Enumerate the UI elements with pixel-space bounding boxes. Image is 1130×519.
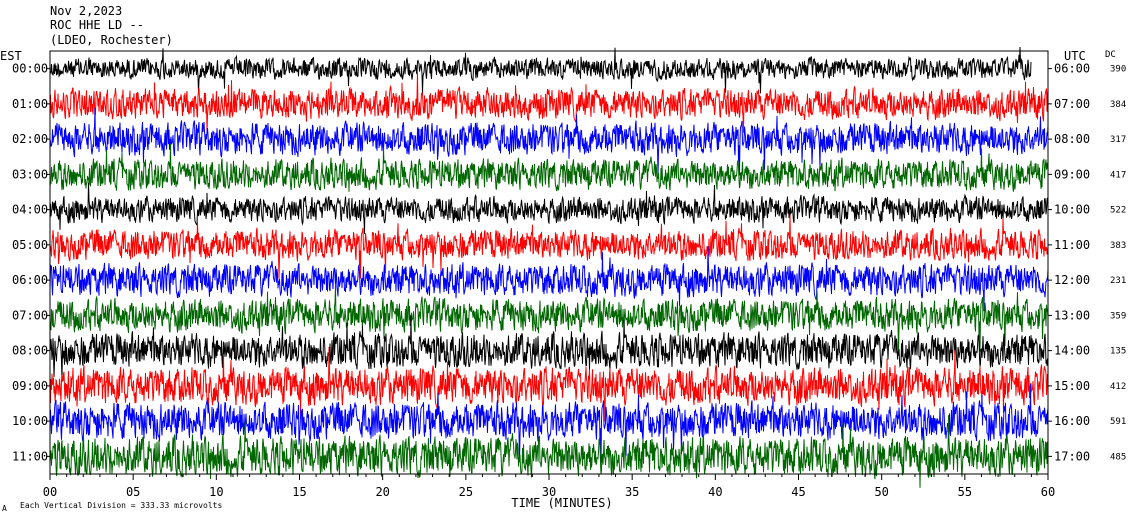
dc-value: 417 — [1110, 170, 1126, 180]
dc-value: 522 — [1110, 206, 1126, 216]
trace-row-1000 — [49, 383, 1049, 463]
dc-value: 317 — [1110, 135, 1126, 145]
est-label: 07:00 — [12, 308, 48, 322]
dc-column-title: DC — [1105, 50, 1116, 60]
x-tick-label: 40 — [708, 485, 722, 499]
est-label: 04:00 — [12, 203, 48, 217]
utc-label: 07:00 — [1054, 97, 1090, 111]
trace-row-0200 — [49, 107, 1049, 176]
trace-row-0600 — [49, 246, 1049, 312]
plot-frame — [49, 50, 1049, 475]
corner-mark: A — [2, 504, 7, 513]
est-label: 02:00 — [12, 132, 48, 146]
utc-label: 16:00 — [1054, 414, 1090, 428]
footer-note: Each Vertical Division = 333.33 microvol… — [20, 501, 222, 510]
est-axis-title: EST — [0, 49, 22, 63]
dc-value: 231 — [1110, 276, 1126, 286]
x-tick-label: 10 — [209, 485, 223, 499]
utc-label: 15:00 — [1054, 379, 1090, 393]
est-label: 09:00 — [12, 379, 48, 393]
dc-value: 359 — [1110, 311, 1126, 321]
trace-row-0100 — [49, 72, 1049, 133]
est-label: 05:00 — [12, 238, 48, 252]
utc-label: 13:00 — [1054, 308, 1090, 322]
x-tick-label: 20 — [375, 485, 389, 499]
trace-row-0300 — [49, 143, 1049, 192]
utc-label: 09:00 — [1054, 167, 1090, 181]
x-tick-label: 50 — [874, 485, 888, 499]
trace-row-0700 — [49, 283, 1049, 352]
utc-label: 14:00 — [1054, 344, 1090, 358]
x-axis-title: TIME (MINUTES) — [511, 496, 612, 510]
x-tick-label: 30 — [542, 485, 556, 499]
dc-value: 485 — [1110, 452, 1126, 462]
x-tick-label: 55 — [958, 485, 972, 499]
utc-label: 10:00 — [1054, 203, 1090, 217]
x-tick-label: 60 — [1041, 485, 1055, 499]
x-tick-label: 25 — [459, 485, 473, 499]
x-tick-label: 35 — [625, 485, 639, 499]
network-label: (LDEO, Rochester) — [50, 33, 173, 47]
dc-value: 135 — [1110, 347, 1126, 357]
est-label: 01:00 — [12, 97, 48, 111]
utc-axis-title: UTC — [1064, 49, 1086, 63]
trace-row-1100 — [49, 415, 1049, 488]
utc-label: 11:00 — [1054, 238, 1090, 252]
x-tick-label: 05 — [126, 485, 140, 499]
dc-value: 390 — [1110, 65, 1126, 75]
dc-value: 412 — [1110, 382, 1126, 392]
station-label: ROC HHE LD -- — [50, 18, 144, 32]
trace-row-0500 — [49, 214, 1049, 279]
est-label: 00:00 — [12, 62, 48, 76]
utc-label: 12:00 — [1054, 273, 1090, 287]
x-tick-label: 45 — [791, 485, 805, 499]
x-tick-label: 00 — [43, 485, 57, 499]
dc-value: 384 — [1110, 100, 1126, 110]
utc-label: 08:00 — [1054, 132, 1090, 146]
est-label: 11:00 — [12, 449, 48, 463]
utc-label: 06:00 — [1054, 62, 1090, 76]
x-tick-label: 15 — [292, 485, 306, 499]
est-label: 06:00 — [12, 273, 48, 287]
trace-row-0900 — [49, 346, 1049, 422]
date-label: Nov 2,2023 — [50, 4, 123, 18]
trace-row-0000 — [49, 46, 1032, 94]
est-label: 08:00 — [12, 344, 48, 358]
utc-label: 17:00 — [1054, 449, 1090, 463]
trace-layer — [49, 46, 1049, 488]
trace-row-0800 — [49, 315, 1049, 382]
est-label: 03:00 — [12, 167, 48, 181]
est-label: 10:00 — [12, 414, 48, 428]
dc-value: 383 — [1110, 241, 1126, 251]
trace-row-0400 — [49, 182, 1049, 235]
dc-value: 591 — [1110, 417, 1126, 427]
label-layer: EST UTC DC 00:00 06:00 390 01:00 07:00 384 02:00 0… — [0, 49, 1126, 513]
